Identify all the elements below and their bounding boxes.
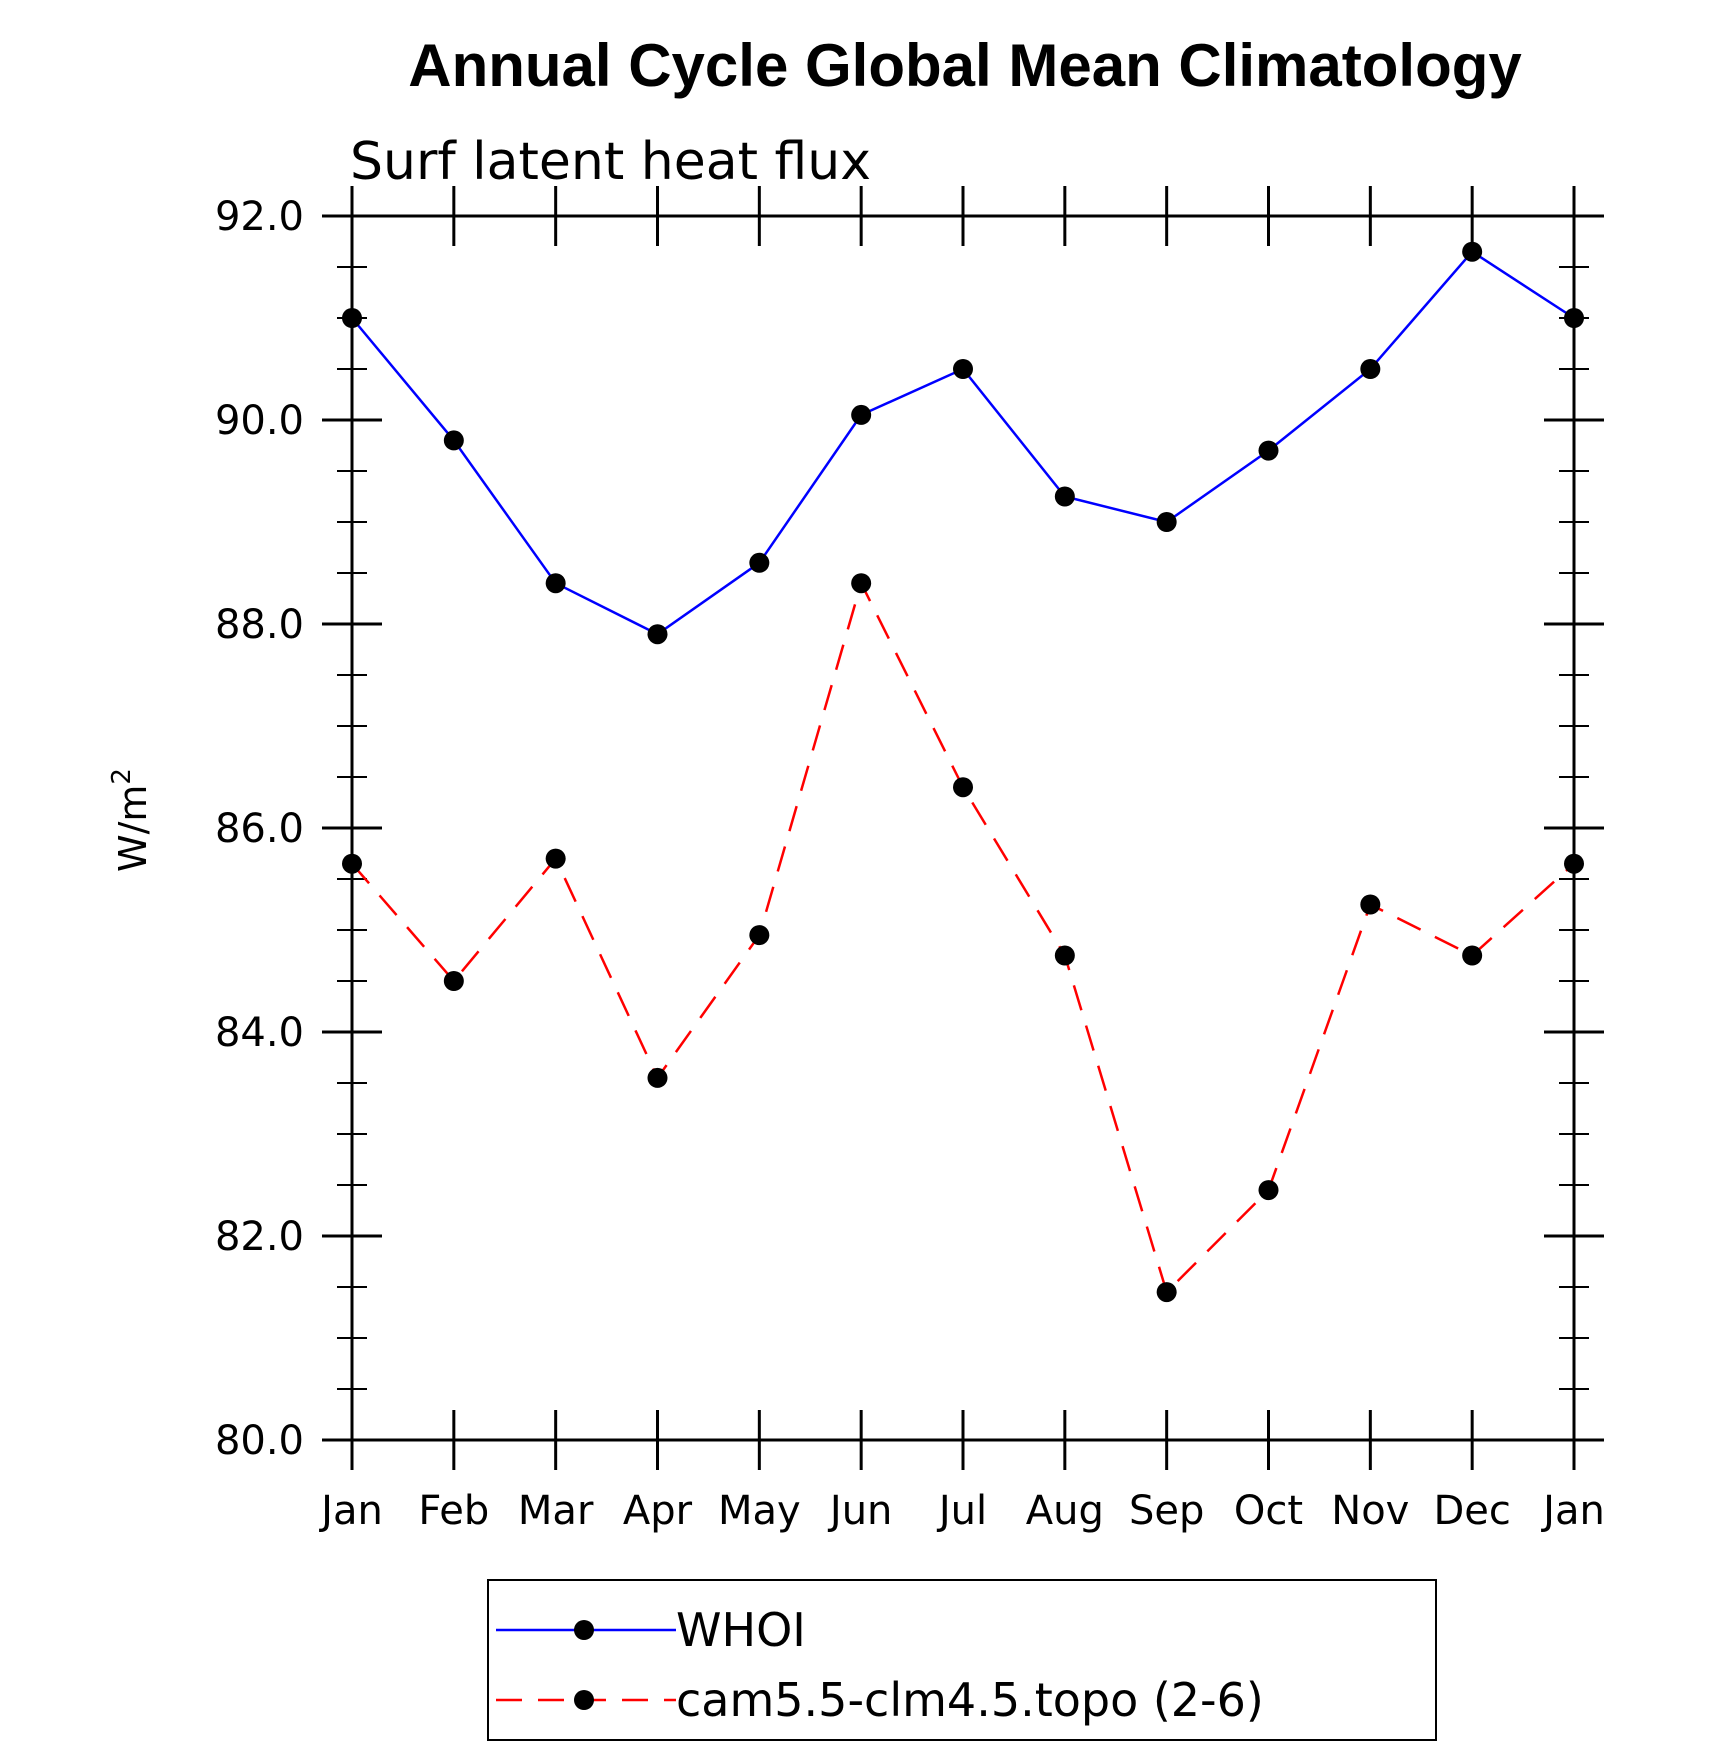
data-point: [1360, 894, 1381, 915]
data-point: [1360, 359, 1381, 379]
y-tick-label: 86.0: [215, 806, 304, 852]
x-tick-label: Mar: [518, 1488, 594, 1534]
x-tick-label: Jan: [318, 1488, 383, 1534]
legend-label: WHOI: [676, 1603, 806, 1657]
y-tick-label: 90.0: [215, 398, 304, 444]
axes: Jan Feb Mar Apr May Jun Jul Aug Sep Oct Nov Dec Jan 8…: [215, 186, 1605, 1534]
data-point: [1156, 512, 1177, 532]
data-point: [342, 308, 362, 328]
data-point: [1564, 853, 1584, 874]
legend-marker: [574, 1620, 594, 1640]
data-point: [851, 404, 872, 425]
y-tick-label: 88.0: [215, 602, 304, 648]
y-tick-label: 84.0: [215, 1010, 304, 1056]
data-point: [545, 573, 566, 594]
y-axis-label-superscript: 2: [107, 768, 137, 785]
data-point: [851, 573, 872, 594]
series-line: [351, 250, 1575, 636]
data-point: [443, 430, 464, 451]
y-tick-label: 92.0: [215, 194, 304, 240]
legend-label: cam5.5-clm4.5.topo (2-6): [676, 1673, 1264, 1727]
legend: WHOI cam5.5-clm4.5.topo (2-6): [487, 1579, 1437, 1741]
series-whoi: [342, 241, 1584, 645]
y-tick-label: 82.0: [215, 1214, 304, 1260]
x-tick-label: Jul: [936, 1488, 987, 1534]
x-tick-label: Jan: [1540, 1488, 1605, 1534]
x-tick-label: Dec: [1433, 1488, 1510, 1534]
legend-box: [487, 1579, 1437, 1741]
data-point: [1462, 945, 1483, 966]
y-axis-label: W/m2: [107, 768, 155, 872]
data-point: [647, 624, 668, 645]
data-point: [443, 971, 464, 991]
y-tick-label: 80.0: [215, 1418, 304, 1464]
plot-frame: [350, 214, 1576, 1442]
series-cam5-5-clm4-5-topo: [342, 573, 1584, 1303]
data-point: [1258, 440, 1279, 461]
data-point: [749, 925, 770, 946]
series-line: [351, 579, 1575, 1295]
x-tick-label: Apr: [623, 1488, 693, 1534]
x-tick-label: Sep: [1129, 1488, 1204, 1534]
data-point: [1462, 241, 1483, 262]
chart-subtitle: Surf latent heat flux: [350, 132, 871, 192]
data-point: [953, 359, 973, 379]
data-point: [1054, 945, 1075, 966]
data-point: [953, 777, 973, 798]
series-group: [342, 241, 1584, 1303]
data-point: [342, 853, 362, 874]
x-tick-label: Oct: [1234, 1488, 1303, 1534]
x-tick-label: May: [718, 1488, 801, 1534]
data-point: [1258, 1180, 1279, 1201]
data-point: [749, 552, 770, 573]
y-axis-label-text: W/m: [111, 785, 155, 872]
data-point: [647, 1067, 668, 1088]
x-tick-label: Feb: [418, 1488, 489, 1534]
legend-items: WHOI cam5.5-clm4.5.topo (2-6): [496, 1603, 1264, 1727]
data-point: [1156, 1282, 1177, 1303]
data-point: [1054, 486, 1075, 507]
legend-marker: [574, 1690, 594, 1710]
x-tick-label: Nov: [1331, 1488, 1409, 1534]
chart-title: Annual Cycle Global Mean Climatology: [408, 32, 1522, 99]
x-tick-label: Jun: [827, 1488, 893, 1534]
data-point: [1564, 308, 1584, 328]
data-point: [545, 848, 566, 869]
x-tick-label: Aug: [1026, 1488, 1104, 1534]
